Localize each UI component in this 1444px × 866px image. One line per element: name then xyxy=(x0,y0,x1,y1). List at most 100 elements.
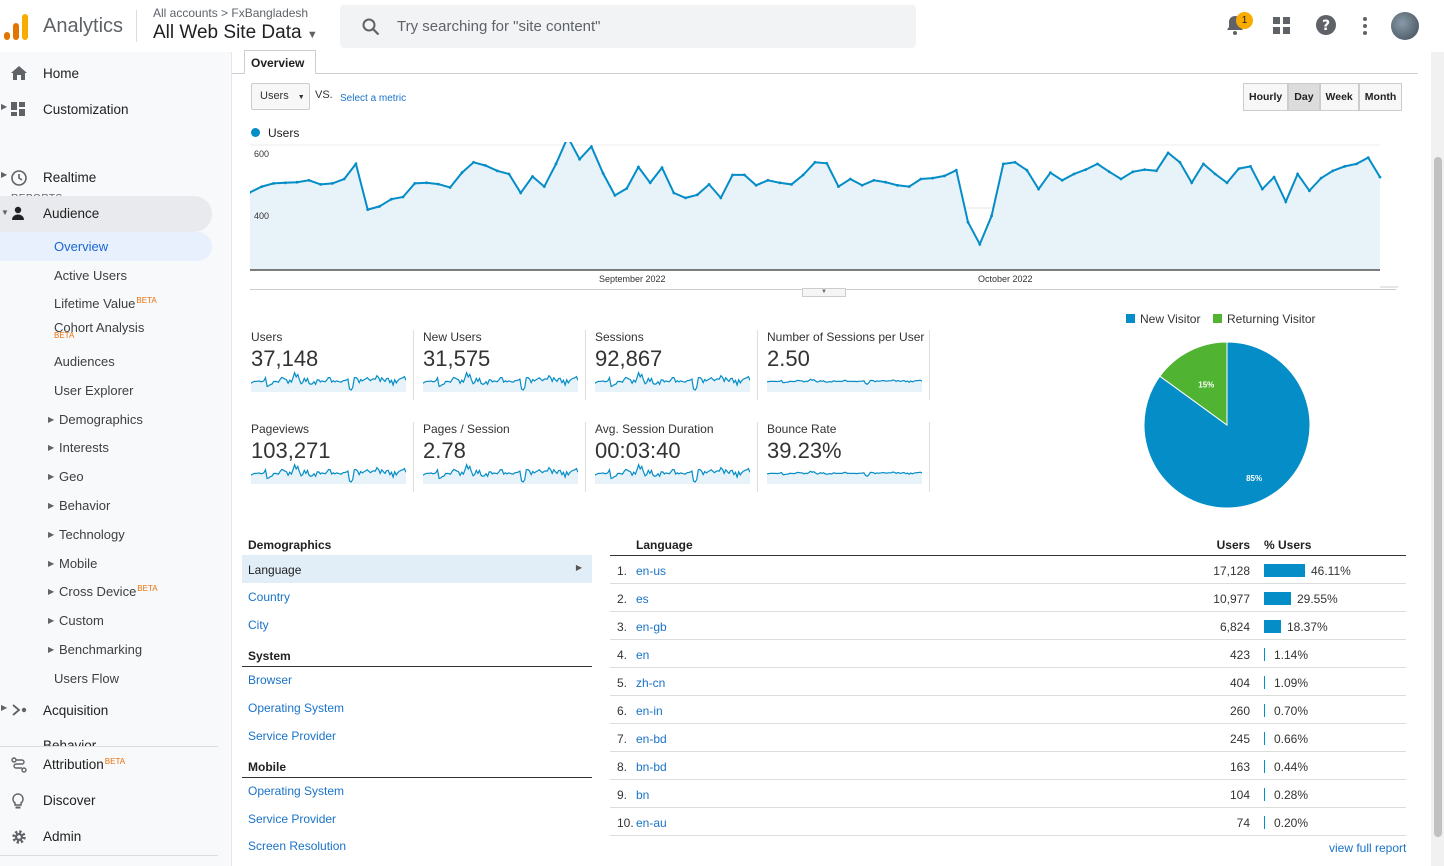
week-button[interactable]: Week xyxy=(1319,83,1359,111)
mobile-link-screen-resolution[interactable]: Screen Resolution xyxy=(248,839,347,853)
data-point[interactable] xyxy=(648,181,652,185)
data-point[interactable] xyxy=(1037,187,1040,191)
language-link[interactable]: en-bd xyxy=(636,732,667,746)
data-point[interactable] xyxy=(1284,200,1288,204)
kpi-pageviews[interactable]: Pageviews 103,271 xyxy=(251,422,411,502)
data-point[interactable] xyxy=(1155,169,1158,173)
data-point[interactable] xyxy=(554,162,558,166)
data-point[interactable] xyxy=(1049,171,1052,175)
language-link[interactable]: en xyxy=(636,648,650,662)
kpi-pages-per-session[interactable]: Pages / Session 2.78 xyxy=(423,422,583,502)
help-icon[interactable]: ? xyxy=(1316,15,1336,35)
data-point[interactable] xyxy=(1355,162,1358,166)
system-link-service-provider[interactable]: Service Provider xyxy=(248,729,337,743)
data-point[interactable] xyxy=(1001,162,1005,166)
data-point[interactable] xyxy=(1107,170,1111,174)
mobile-link-operating-system[interactable]: Operating System xyxy=(248,784,345,798)
data-point[interactable] xyxy=(1272,175,1276,179)
data-point[interactable] xyxy=(507,172,511,176)
data-point[interactable] xyxy=(283,181,287,185)
data-point[interactable] xyxy=(825,161,829,165)
data-point[interactable] xyxy=(907,185,911,188)
demographics-link-language[interactable]: Language ▶ xyxy=(242,555,592,583)
pie-legend-new-visitor[interactable]: New Visitor xyxy=(1126,312,1200,326)
day-button[interactable]: Day xyxy=(1288,83,1320,111)
demographics-link-country[interactable]: Country xyxy=(248,590,291,604)
data-point[interactable] xyxy=(413,182,417,185)
data-point[interactable] xyxy=(495,169,499,173)
data-point[interactable] xyxy=(601,172,605,175)
data-point[interactable] xyxy=(801,173,805,177)
data-point[interactable] xyxy=(319,183,322,186)
sidebar-item-behavior-partial[interactable]: Behavior xyxy=(0,738,231,746)
data-point[interactable] xyxy=(743,173,746,177)
data-point[interactable] xyxy=(884,180,887,184)
data-point[interactable] xyxy=(766,178,770,182)
system-link-operating-system[interactable]: Operating System xyxy=(248,701,345,715)
property-selector[interactable]: All Web Site Data ▼ xyxy=(153,22,318,44)
language-link[interactable]: en-au xyxy=(636,816,667,830)
data-point[interactable] xyxy=(448,186,452,189)
language-link[interactable]: bn xyxy=(636,788,650,802)
data-point[interactable] xyxy=(436,182,440,186)
data-point[interactable] xyxy=(672,191,676,195)
data-point[interactable] xyxy=(295,180,299,184)
data-point[interactable] xyxy=(425,181,428,185)
data-point[interactable] xyxy=(954,168,958,172)
tab-overview[interactable]: Overview xyxy=(244,50,316,74)
data-point[interactable] xyxy=(1131,170,1135,174)
data-point[interactable] xyxy=(1190,181,1194,185)
data-point[interactable] xyxy=(1072,172,1076,176)
language-link[interactable]: bn-bd xyxy=(636,760,667,774)
month-button[interactable]: Month xyxy=(1358,83,1403,111)
data-point[interactable] xyxy=(519,191,523,195)
hourly-button[interactable]: Hourly xyxy=(1243,83,1289,111)
data-point[interactable] xyxy=(778,181,782,185)
data-point[interactable] xyxy=(1343,165,1347,168)
data-point[interactable] xyxy=(1378,175,1382,179)
kpi-new-users[interactable]: New Users 31,575 xyxy=(423,330,583,410)
users-line-chart[interactable]: 600 400 September 2022 October 2022 xyxy=(250,142,1400,292)
data-point[interactable] xyxy=(813,160,817,164)
kpi-sessions-per-user[interactable]: Number of Sessions per User 2.50 xyxy=(767,330,927,410)
data-point[interactable] xyxy=(1213,172,1217,176)
data-point[interactable] xyxy=(378,205,381,208)
kpi-bounce-rate[interactable]: Bounce Rate 39.23% xyxy=(767,422,927,502)
data-point[interactable] xyxy=(250,190,252,194)
data-point[interactable] xyxy=(1308,189,1311,193)
kpi-sessions[interactable]: Sessions 92,867 xyxy=(595,330,755,410)
page-scrollbar[interactable] xyxy=(1431,52,1444,866)
data-point[interactable] xyxy=(389,197,393,201)
data-point[interactable] xyxy=(1331,169,1335,173)
data-point[interactable] xyxy=(1013,160,1017,164)
data-point[interactable] xyxy=(1096,162,1099,166)
data-point[interactable] xyxy=(1296,172,1299,176)
data-point[interactable] xyxy=(590,145,593,148)
data-point[interactable] xyxy=(366,208,370,211)
mobile-link-service-provider[interactable]: Service Provider xyxy=(248,812,337,826)
data-point[interactable] xyxy=(695,193,699,197)
demographics-link-city[interactable]: City xyxy=(248,618,269,632)
data-point[interactable] xyxy=(272,182,275,185)
data-point[interactable] xyxy=(1119,177,1123,181)
data-point[interactable] xyxy=(731,173,734,177)
system-link-browser[interactable]: Browser xyxy=(248,673,293,687)
data-point[interactable] xyxy=(637,165,640,169)
data-point[interactable] xyxy=(613,194,617,197)
data-point[interactable] xyxy=(754,183,758,187)
data-point[interactable] xyxy=(1143,168,1146,171)
data-point[interactable] xyxy=(401,195,405,199)
data-point[interactable] xyxy=(1084,168,1088,171)
metric-selector[interactable]: Users ▼ xyxy=(251,83,310,110)
data-point[interactable] xyxy=(719,196,723,200)
data-point[interactable] xyxy=(660,166,664,170)
pie-legend-returning-visitor[interactable]: Returning Visitor xyxy=(1213,312,1316,326)
data-point[interactable] xyxy=(1166,151,1170,155)
column-header-users[interactable]: Users xyxy=(1216,538,1250,552)
visitor-pie-chart[interactable]: 85% 15% xyxy=(1137,335,1317,515)
chart-collapse-handle[interactable]: ▼ xyxy=(802,288,846,297)
data-point[interactable] xyxy=(1366,156,1370,159)
data-point[interactable] xyxy=(542,185,546,188)
data-point[interactable] xyxy=(966,220,970,224)
data-point[interactable] xyxy=(1237,167,1241,170)
